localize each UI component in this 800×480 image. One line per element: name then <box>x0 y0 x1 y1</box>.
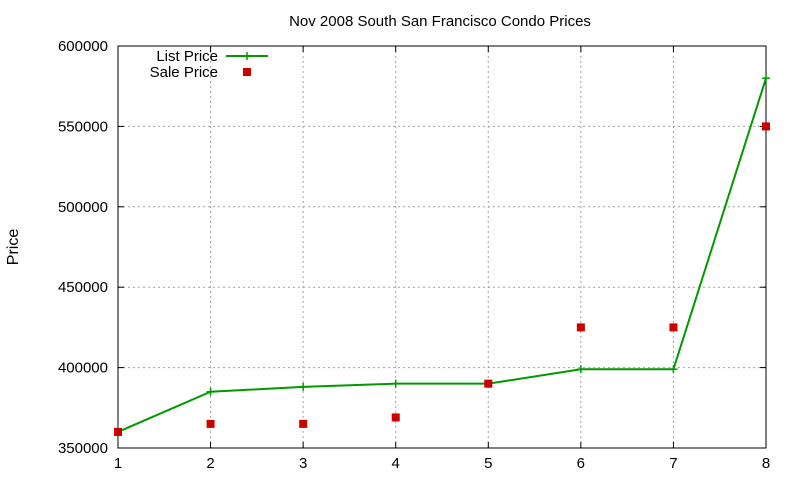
tick-labels: 1 2 3 4 5 6 7 8 350000 400000 450000 500000 550000 60… <box>58 38 770 472</box>
sale-price-point <box>669 323 678 332</box>
list-price-point <box>206 387 215 396</box>
legend-label: Sale Price <box>150 64 218 81</box>
y-tick-label: 600000 <box>58 38 108 55</box>
x-tick-label: 2 <box>206 455 214 472</box>
list-price-point <box>762 74 770 83</box>
ticks <box>117 45 767 449</box>
y-tick-label: 550000 <box>58 118 108 135</box>
sale-price-point <box>114 427 122 436</box>
plot-frame <box>117 45 767 449</box>
list-price-point <box>299 382 308 391</box>
y-tick-label: 350000 <box>58 440 108 457</box>
sale-price-point <box>762 122 770 131</box>
sale-price-point <box>299 419 308 428</box>
x-tick-label: 4 <box>392 455 400 472</box>
sale-price-point <box>391 413 400 422</box>
x-tick-label: 1 <box>114 455 122 472</box>
y-tick-label: 450000 <box>58 279 108 296</box>
y-axis-label: Price <box>5 229 22 266</box>
sale-price-point <box>576 323 585 332</box>
sale-price-point <box>206 419 215 428</box>
list-price-point <box>669 365 678 374</box>
x-tick-label: 7 <box>669 455 677 472</box>
x-tick-label: 6 <box>577 455 585 472</box>
x-tick-label: 5 <box>484 455 492 472</box>
list-price-line <box>117 77 767 433</box>
y-tick-label: 500000 <box>58 199 108 216</box>
series-layer <box>114 74 770 436</box>
chart-title: Nov 2008 South San Francisco Condo Price… <box>289 13 591 30</box>
y-tick-label: 400000 <box>58 360 108 377</box>
grid <box>118 46 766 448</box>
legend-swatch-marker <box>243 52 251 60</box>
list-price-point <box>576 365 585 374</box>
legend-label: List Price <box>156 48 218 65</box>
x-tick-label: 3 <box>299 455 307 472</box>
x-tick-label: 8 <box>762 455 770 472</box>
list-price-point <box>391 379 400 388</box>
sale-price-point <box>484 379 493 388</box>
legend-swatch-marker <box>243 68 251 76</box>
